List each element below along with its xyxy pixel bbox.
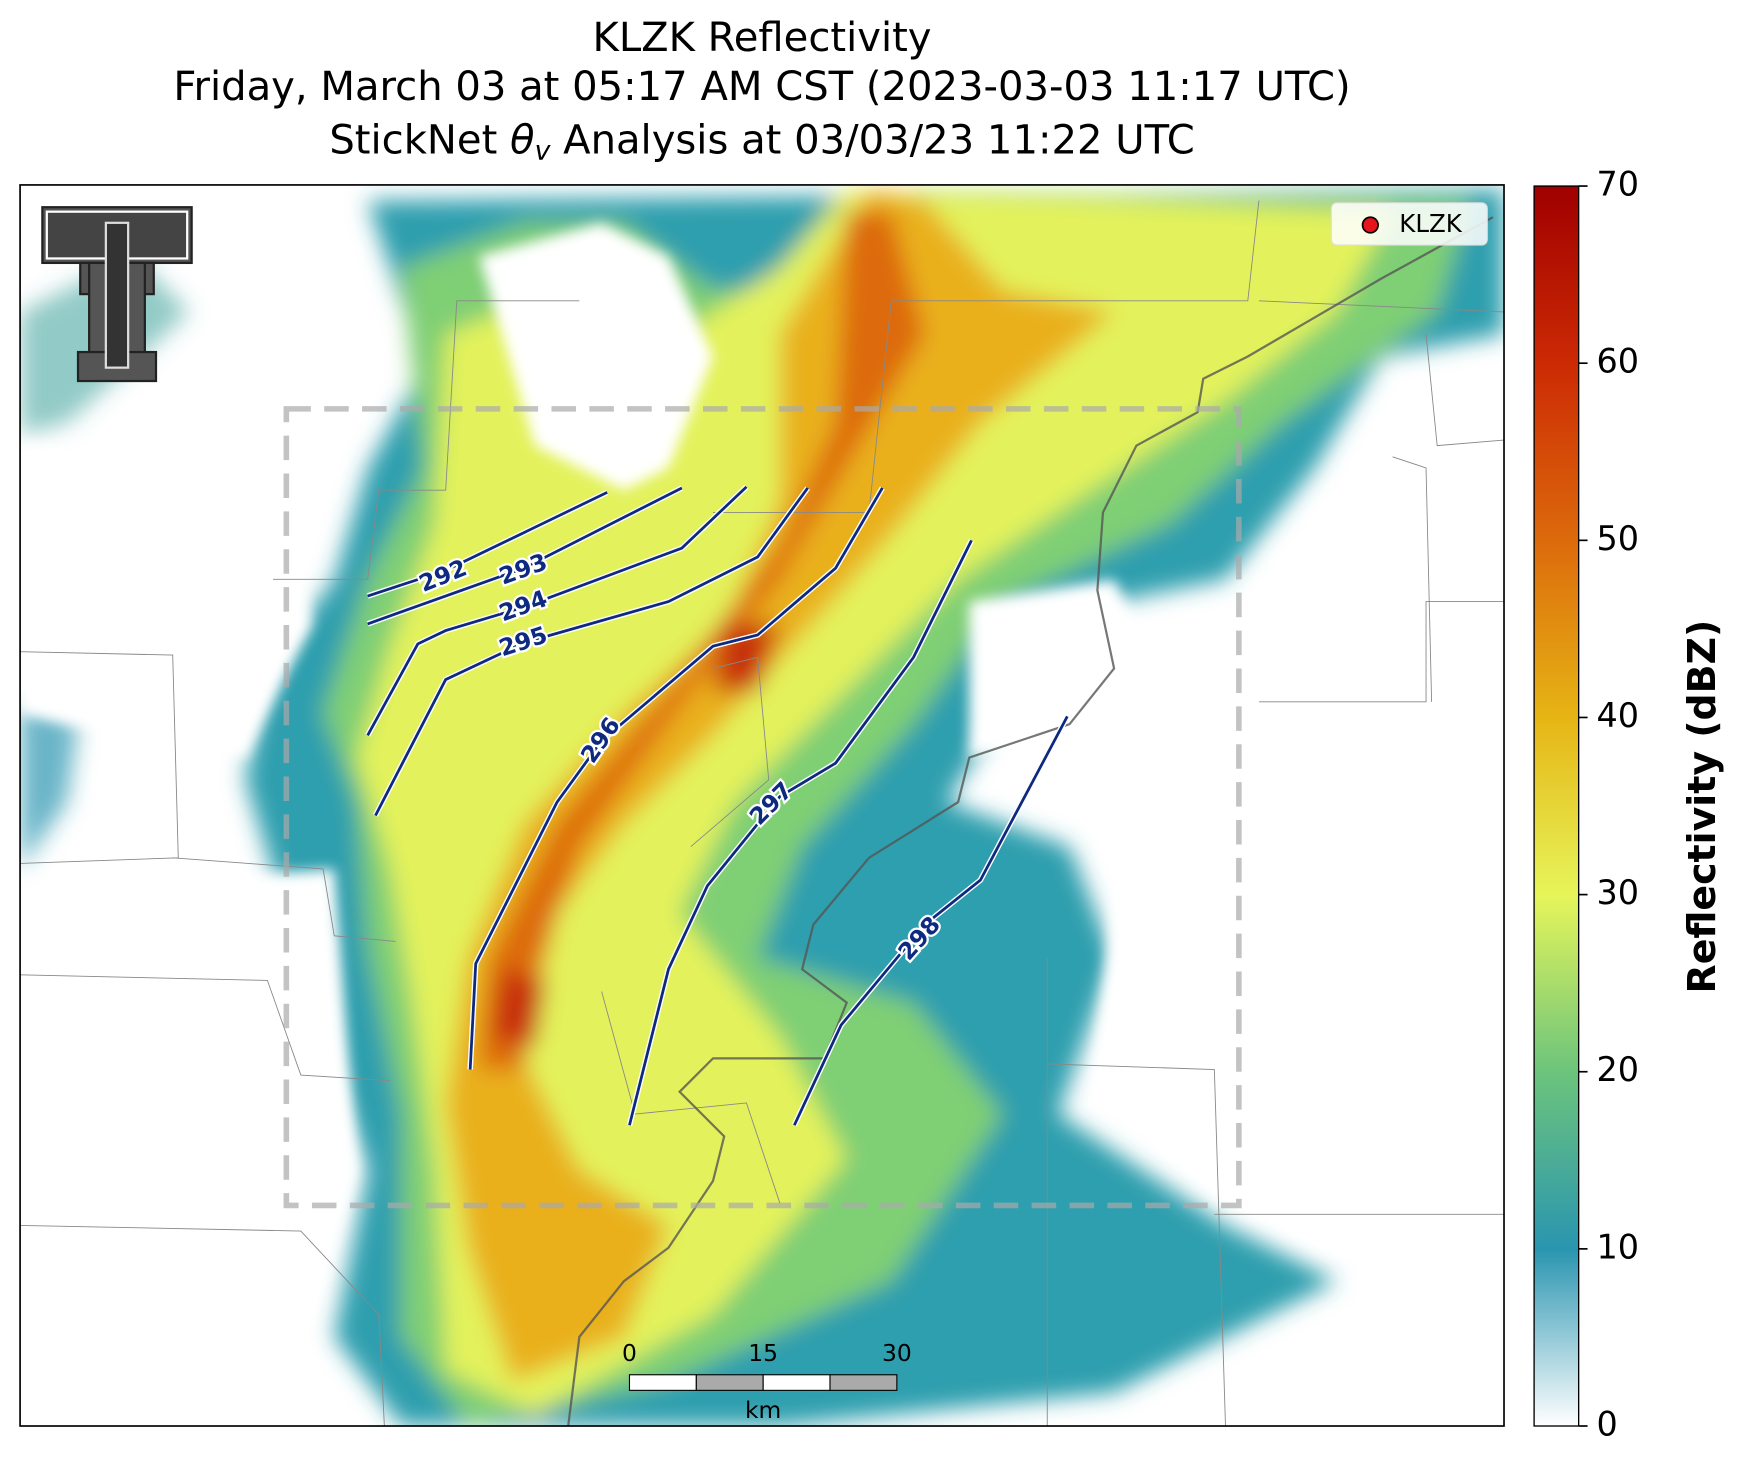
contour-line	[374, 487, 809, 817]
reflectivity-field	[20, 189, 1505, 1427]
theta-symbol: θ	[510, 118, 535, 164]
colorbar-tick-label: 70	[1596, 165, 1639, 204]
colorbar-tick-label: 50	[1596, 519, 1639, 558]
contour-line	[367, 486, 683, 626]
scale-tick-label: 0	[622, 1339, 637, 1367]
title-part: Analysis at 03/03/23 11:22 UTC	[550, 118, 1194, 164]
contour-line	[793, 715, 1069, 1126]
colorbar-tick-label: 60	[1596, 342, 1639, 381]
title-line-3: StickNet θv Analysis at 03/03/23 11:22 U…	[329, 118, 1194, 166]
contour-line	[628, 539, 973, 1126]
scale-segment	[628, 1374, 697, 1391]
scale-segment	[695, 1374, 764, 1391]
colorbar-tick-label: 0	[1596, 1405, 1617, 1444]
state-border	[567, 216, 1494, 1427]
legend-label: KLZK	[1399, 209, 1462, 238]
title-part: StickNet	[329, 118, 510, 164]
colorbar	[1533, 185, 1580, 1427]
scale-unit: km	[745, 1396, 781, 1424]
scale-segment	[762, 1374, 831, 1391]
scale-tick-label: 30	[882, 1339, 912, 1367]
title-line-2: Friday, March 03 at 05:17 AM CST (2023-0…	[173, 64, 1350, 110]
legend-box	[1330, 202, 1488, 246]
colorbar-tick-label: 10	[1596, 1227, 1639, 1266]
clear-areas	[20, 222, 1505, 1427]
legend-marker	[1361, 216, 1379, 234]
contour-line	[367, 491, 608, 598]
map-frame	[19, 184, 1505, 1427]
title-line-1: KLZK Reflectivity	[593, 15, 932, 61]
county-lines	[20, 200, 1505, 1427]
double-t-logo	[41, 206, 193, 383]
scale-tick-label: 15	[748, 1339, 778, 1367]
scale-segment	[829, 1374, 898, 1391]
theta-subscript: v	[535, 135, 552, 166]
colorbar-tick-label: 20	[1596, 1050, 1639, 1089]
scale-bar: 0 15 30 km	[622, 1339, 912, 1424]
colorbar-tick-label: 40	[1596, 696, 1639, 735]
colorbar-label: Reflectivity (dBZ)	[1680, 620, 1724, 994]
analysis-domain-box	[283, 406, 1242, 1209]
contour-line	[366, 485, 748, 736]
contour-line	[468, 487, 884, 1070]
colorbar-tick-label: 30	[1596, 873, 1639, 912]
